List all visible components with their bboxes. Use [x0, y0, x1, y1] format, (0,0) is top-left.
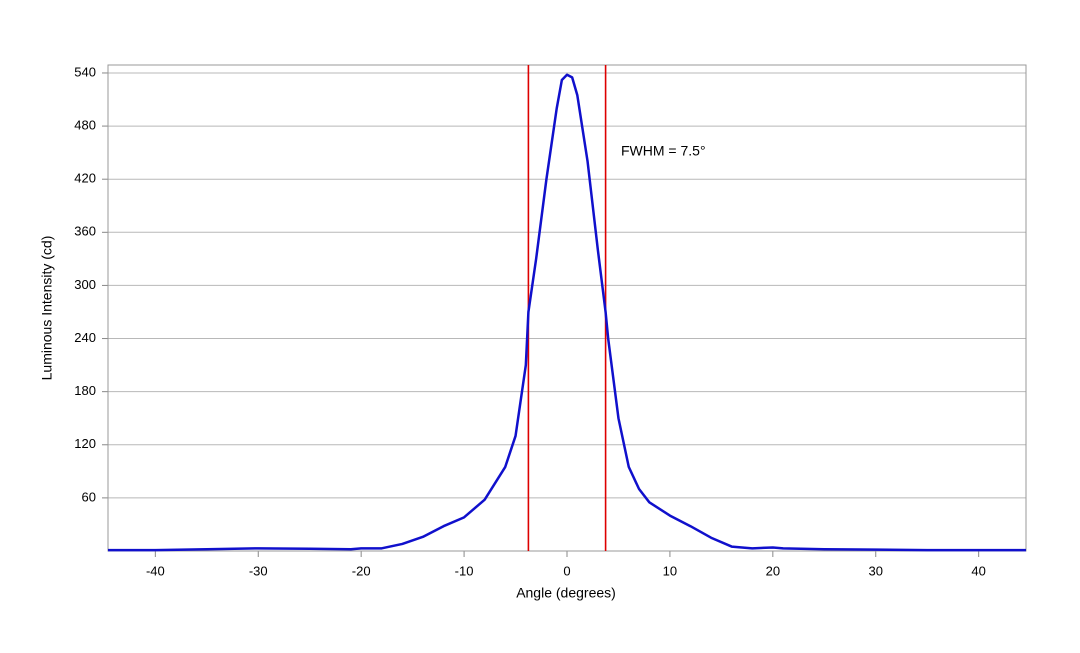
y-axis-label: Luminous Intensity (cd)	[39, 236, 55, 381]
x-tick-label: -10	[455, 563, 474, 578]
x-tick-label: 10	[663, 563, 677, 578]
x-tick-label: -30	[249, 563, 268, 578]
x-tick-label: 20	[766, 563, 780, 578]
y-tick-label: 480	[74, 118, 96, 133]
y-tick-label: 420	[74, 171, 96, 186]
y-tick-label: 360	[74, 224, 96, 239]
x-axis-label: Angle (degrees)	[516, 585, 616, 601]
y-tick-label: 60	[82, 489, 96, 504]
annotation: FWHM = 7.5°	[621, 143, 706, 159]
y-tick-label: 120	[74, 436, 96, 451]
plot-frame	[107, 64, 1027, 552]
x-tick-label: 30	[869, 563, 883, 578]
x-tick-label: 40	[971, 563, 985, 578]
x-tick-label: -40	[146, 563, 165, 578]
y-tick-label: 540	[74, 64, 96, 79]
x-tick-label: -20	[352, 563, 371, 578]
y-tick-label: 180	[74, 383, 96, 398]
y-tick-label: 240	[74, 330, 96, 345]
y-tick-label: 300	[74, 277, 96, 292]
x-tick-label: 0	[563, 563, 570, 578]
data-line	[108, 73, 1026, 552]
